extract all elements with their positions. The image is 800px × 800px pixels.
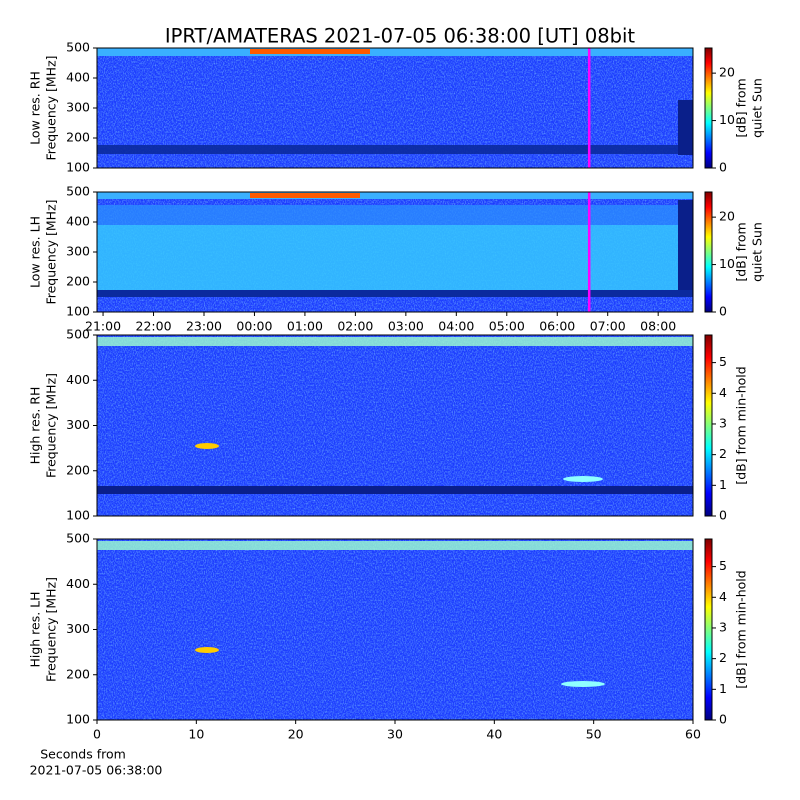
x-tick-label: 60 <box>685 727 701 742</box>
x-tick-label: 03:00 <box>388 319 424 334</box>
colorbar-tick-label: 2 <box>719 446 727 461</box>
y-axis-label: Frequency [MHz] <box>44 55 59 160</box>
colorbar-tick-label: 20 <box>719 65 735 80</box>
x-axis-label: 2021-07-05 06:38:00 <box>30 763 163 778</box>
y-tick-label: 300 <box>66 417 90 432</box>
band <box>97 48 693 56</box>
y-tick-label: 200 <box>66 274 90 289</box>
colorbar-label: [dB] from <box>734 78 749 137</box>
burst <box>195 647 219 653</box>
y-axis-label: Frequency [MHz] <box>44 373 59 478</box>
colorbar-tick-label: 10 <box>719 256 735 271</box>
x-tick-label: 08:00 <box>640 319 676 334</box>
colorbar-tick-label: 2 <box>719 650 727 665</box>
colorbar-tick-label: 0 <box>719 508 727 523</box>
x-tick-label: 00:00 <box>236 319 272 334</box>
y-axis-label: High res. LH <box>28 591 43 667</box>
y-tick-label: 500 <box>66 40 90 55</box>
colorbar-tick-label: 5 <box>719 558 727 573</box>
y-tick-label: 500 <box>66 184 90 199</box>
colorbar-tick-label: 3 <box>719 415 727 430</box>
colorbar-tick-label: 4 <box>719 385 727 400</box>
x-tick-label: 21:00 <box>85 319 121 334</box>
x-tick-label: 10 <box>188 727 204 742</box>
colorbar-tick-label: 3 <box>719 619 727 634</box>
colorbar-label: quiet Sun <box>750 222 765 282</box>
x-tick-label: 02:00 <box>337 319 373 334</box>
colorbar-tick-label: 10 <box>719 112 735 127</box>
colorbar <box>704 538 713 721</box>
band <box>97 192 693 199</box>
figure-title: IPRT/AMATERAS 2021-07-05 06:38:00 [UT] 0… <box>165 25 636 48</box>
band <box>97 225 693 293</box>
colorbar-tick-label: 0 <box>719 304 727 319</box>
burst <box>250 193 360 198</box>
y-tick-label: 100 <box>66 508 90 523</box>
x-tick-label: 50 <box>586 727 602 742</box>
x-tick-label: 30 <box>387 727 403 742</box>
colorbar-tick-label: 20 <box>719 209 735 224</box>
x-axis-label: Seconds from <box>40 747 126 762</box>
y-axis-label: Frequency [MHz] <box>44 577 59 682</box>
band <box>97 205 693 225</box>
colorbar-tick-label: 4 <box>719 589 727 604</box>
y-tick-label: 100 <box>66 304 90 319</box>
x-tick-label: 05:00 <box>489 319 525 334</box>
x-tick-label: 22:00 <box>136 319 172 334</box>
colorbar-label: [dB] from min-hold <box>734 366 749 484</box>
band <box>97 145 693 154</box>
y-tick-label: 300 <box>66 621 90 636</box>
colorbar-tick-label: 1 <box>719 477 727 492</box>
y-tick-label: 300 <box>66 100 90 115</box>
y-axis-label: Frequency [MHz] <box>44 199 59 304</box>
y-axis-label: Low res. LH <box>28 216 43 288</box>
x-tick-label: 01:00 <box>287 319 323 334</box>
burst <box>563 476 603 482</box>
x-tick-label: 23:00 <box>186 319 222 334</box>
x-tick-label: 06:00 <box>539 319 575 334</box>
band <box>678 100 693 155</box>
band <box>97 337 693 346</box>
colorbar-label: [dB] from min-hold <box>734 570 749 688</box>
colorbar-label: quiet Sun <box>750 78 765 138</box>
colorbar <box>704 47 713 169</box>
heatmap-noise <box>97 539 693 720</box>
burst <box>195 443 219 449</box>
y-tick-label: 300 <box>66 244 90 259</box>
x-tick-label: 07:00 <box>590 319 626 334</box>
y-axis-label: Low res. RH <box>28 71 43 145</box>
burst <box>250 49 370 54</box>
band <box>97 290 693 297</box>
band <box>97 541 693 550</box>
colorbar-tick-label: 1 <box>719 681 727 696</box>
heatmap-noise <box>97 335 693 516</box>
y-tick-label: 400 <box>66 576 90 591</box>
y-tick-label: 400 <box>66 372 90 387</box>
y-tick-label: 100 <box>66 160 90 175</box>
y-tick-label: 400 <box>66 70 90 85</box>
colorbar-tick-label: 0 <box>719 160 727 175</box>
colorbar <box>704 334 713 517</box>
x-tick-label: 20 <box>288 727 304 742</box>
y-tick-label: 200 <box>66 130 90 145</box>
band <box>97 486 693 494</box>
x-tick-label: 04:00 <box>438 319 474 334</box>
colorbar-label: [dB] from <box>734 222 749 281</box>
burst <box>561 681 605 687</box>
y-tick-label: 200 <box>66 462 90 477</box>
colorbar <box>704 191 713 313</box>
x-tick-label: 40 <box>486 727 502 742</box>
y-tick-label: 400 <box>66 214 90 229</box>
y-tick-label: 500 <box>66 327 90 342</box>
y-tick-label: 500 <box>66 531 90 546</box>
colorbar-tick-label: 5 <box>719 354 727 369</box>
y-tick-label: 200 <box>66 666 90 681</box>
y-axis-label: High res. RH <box>28 387 43 465</box>
x-tick-label: 0 <box>93 727 101 742</box>
band <box>678 200 693 290</box>
colorbar-tick-label: 0 <box>719 712 727 727</box>
y-tick-label: 100 <box>66 712 90 727</box>
